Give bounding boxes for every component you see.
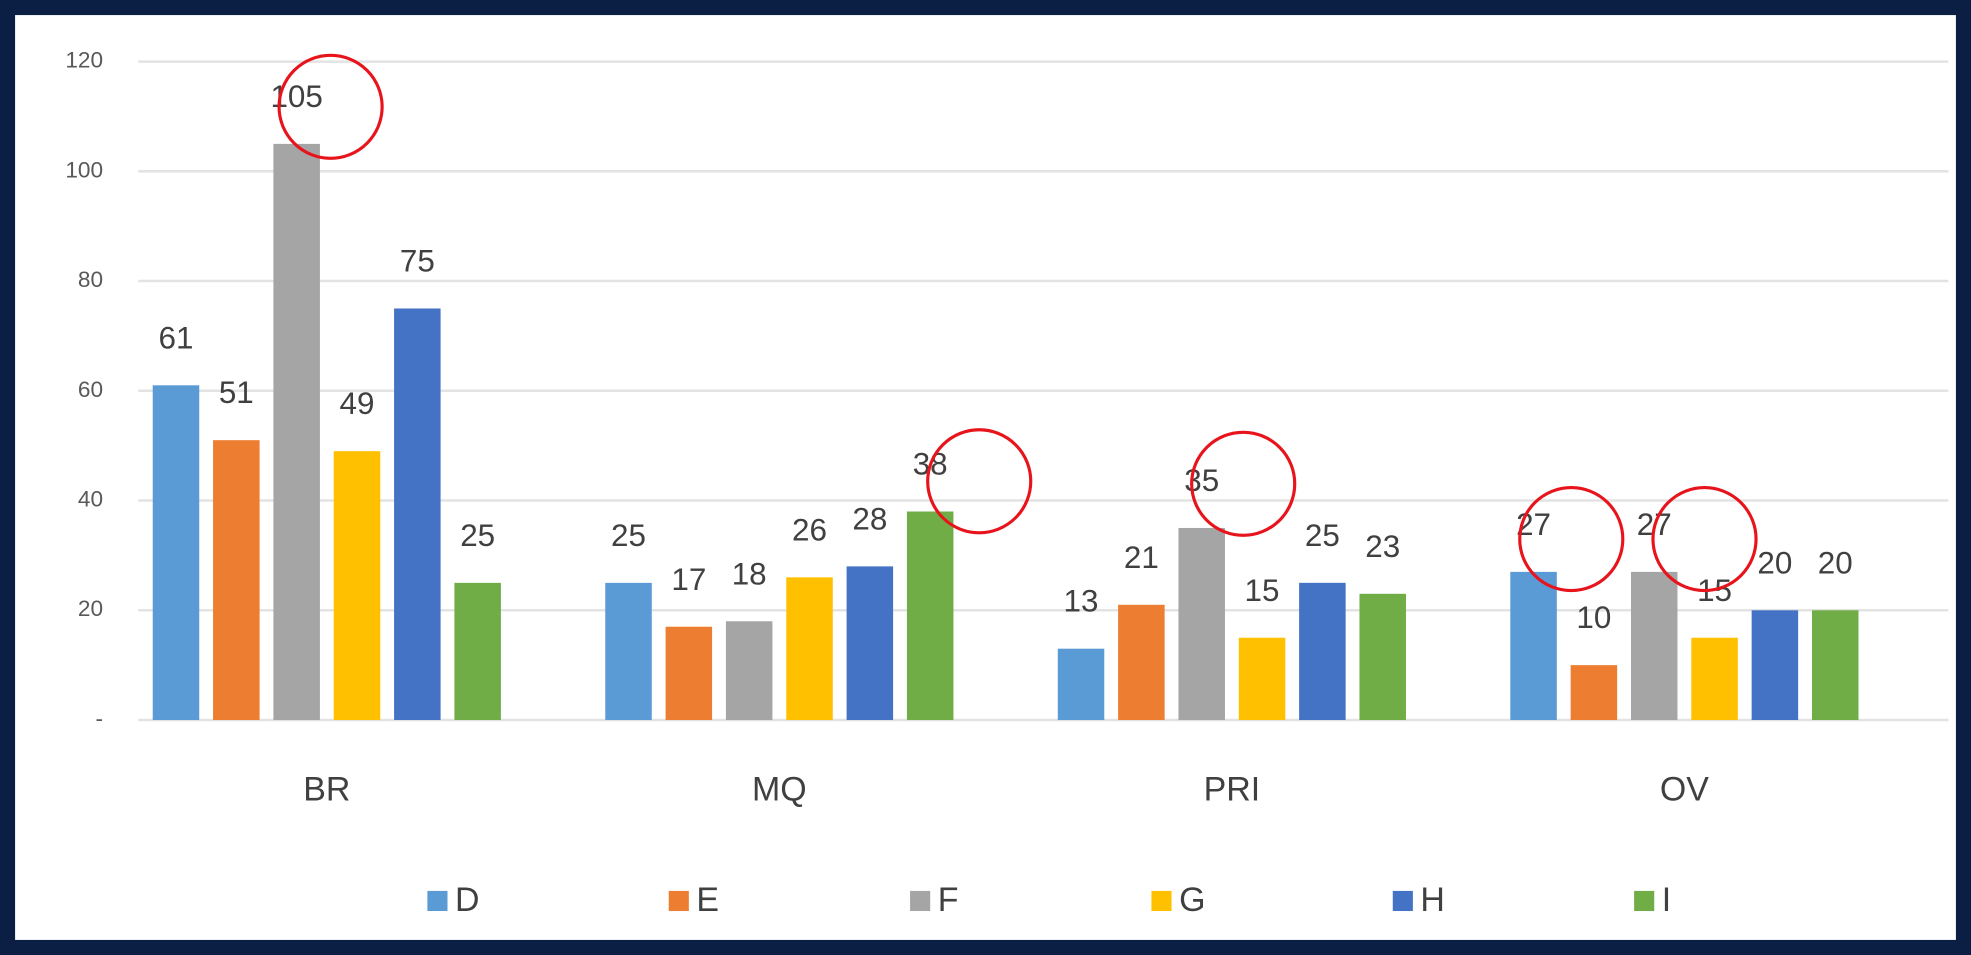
legend-label: G: [1179, 881, 1205, 919]
bar: [665, 626, 713, 721]
bar: [394, 308, 441, 721]
x-tick-label: OV: [1660, 771, 1709, 809]
highlight-circle: [926, 428, 1033, 535]
bar: [454, 582, 501, 721]
bar: [1359, 593, 1406, 721]
highlight-circle: [1651, 485, 1758, 593]
data-label: 23: [1365, 529, 1400, 564]
data-label: 20: [1818, 545, 1853, 580]
bar: [213, 440, 260, 721]
bar: [152, 385, 200, 721]
bar: [1691, 637, 1738, 721]
legend-swatch: [427, 890, 448, 912]
bar: [1057, 648, 1105, 721]
bar: [1811, 610, 1859, 721]
data-label: 35: [1184, 463, 1219, 498]
data-label: 61: [159, 320, 194, 355]
y-tick-label: 60: [78, 377, 103, 402]
highlight-circle: [277, 53, 384, 160]
legend-swatch: [1392, 890, 1413, 912]
highlights: [277, 53, 1758, 593]
bar: [1178, 527, 1225, 721]
data-label: 13: [1064, 584, 1099, 619]
data-label: 15: [1245, 573, 1280, 608]
bar: [1238, 637, 1286, 721]
highlight-circle: [1190, 430, 1297, 537]
bar: [725, 621, 773, 721]
data-label: 17: [671, 562, 706, 597]
data-label: 10: [1576, 600, 1611, 635]
y-tick-label: 20: [78, 596, 103, 621]
legend-label: D: [455, 881, 480, 919]
data-label: 51: [219, 375, 254, 410]
bar: [273, 143, 320, 721]
data-label: 25: [1305, 518, 1340, 553]
x-tick-label: PRI: [1204, 771, 1261, 809]
bar: [605, 582, 652, 721]
legend-swatch: [668, 890, 689, 912]
y-tick-label: -: [96, 706, 104, 731]
data-label: 49: [340, 386, 375, 421]
data-label: 21: [1124, 540, 1159, 575]
data-label: 18: [732, 556, 767, 591]
bar: [333, 451, 381, 721]
highlight-circle: [1518, 485, 1625, 593]
legend-label: H: [1420, 881, 1445, 919]
bar: [1630, 571, 1678, 721]
x-tick-label: BR: [303, 771, 350, 809]
y-tick-label: 80: [78, 267, 103, 292]
bar: [1299, 582, 1346, 721]
bar: [846, 566, 894, 721]
legend-label: I: [1662, 881, 1671, 919]
legend-label: E: [696, 881, 719, 919]
bar: [906, 511, 954, 721]
x-tick-label: MQ: [752, 771, 807, 809]
legend-label: F: [938, 881, 959, 919]
bar: [1118, 604, 1165, 721]
data-label: 25: [611, 518, 646, 553]
data-label: 25: [460, 518, 495, 553]
y-tick-label: 40: [78, 487, 103, 512]
legend-swatch: [910, 890, 931, 912]
legend-swatch: [1151, 890, 1172, 912]
data-label: 20: [1757, 545, 1792, 580]
y-tick-label: 120: [65, 48, 103, 73]
bar: [1751, 610, 1799, 721]
data-label: 28: [852, 501, 887, 536]
bar: [1510, 571, 1557, 721]
bar: [1570, 665, 1618, 721]
data-label: 26: [792, 512, 827, 547]
legend-swatch: [1634, 890, 1655, 912]
bar: [786, 577, 833, 721]
data-label: 75: [400, 244, 435, 279]
y-tick-label: 100: [65, 157, 103, 182]
